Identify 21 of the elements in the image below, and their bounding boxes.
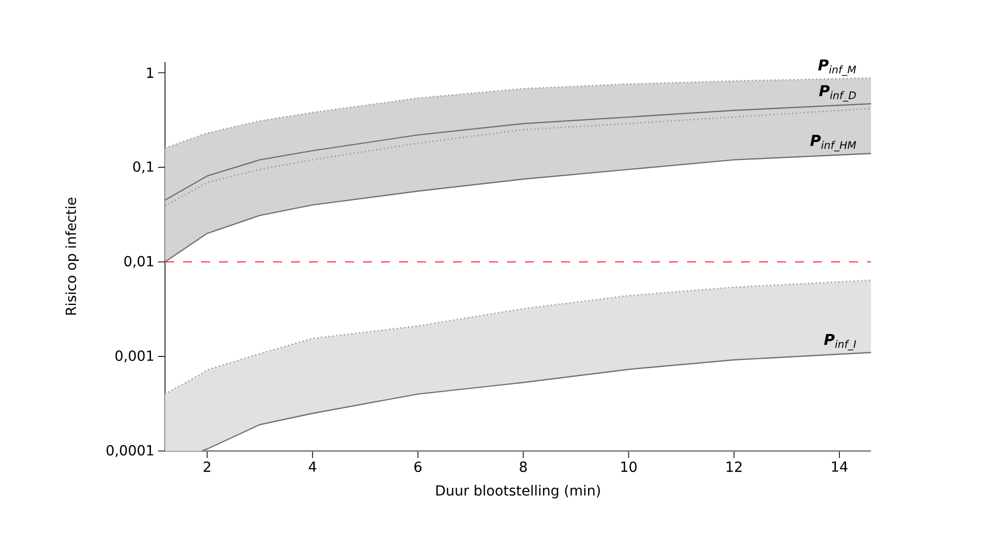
x-tick-label: 10 (621, 461, 637, 472)
line-series (164, 152, 872, 262)
line-series (201, 352, 872, 452)
x-tick-label: 8 (520, 461, 527, 472)
y-tick-label: 0,0001 (106, 444, 154, 457)
series-label: P$_{inf_M}$ (818, 59, 856, 76)
series-label: P$_{inf_HM}$ (810, 134, 856, 152)
x-tick-label: 12 (726, 461, 742, 472)
y-tick-label: 0,01 (124, 256, 154, 268)
x-tick-label: 4 (308, 461, 316, 472)
y-axis-title: Risico op infectie (65, 198, 79, 315)
series-label: P$_{inf_I}$ (824, 334, 856, 350)
y-tick-label: 1 (147, 68, 154, 78)
x-tick-label: 2 (204, 461, 210, 472)
series-label: P$_{inf_D}$ (819, 85, 856, 102)
x-tick-label: 14 (832, 461, 848, 472)
y-tick-label: 0,1 (133, 161, 154, 174)
x-axis-title: Duur blootstelling (min) (436, 484, 600, 498)
line-series (164, 280, 872, 395)
x-tick-label: 6 (414, 461, 422, 472)
y-tick-label: 0,001 (115, 350, 154, 362)
